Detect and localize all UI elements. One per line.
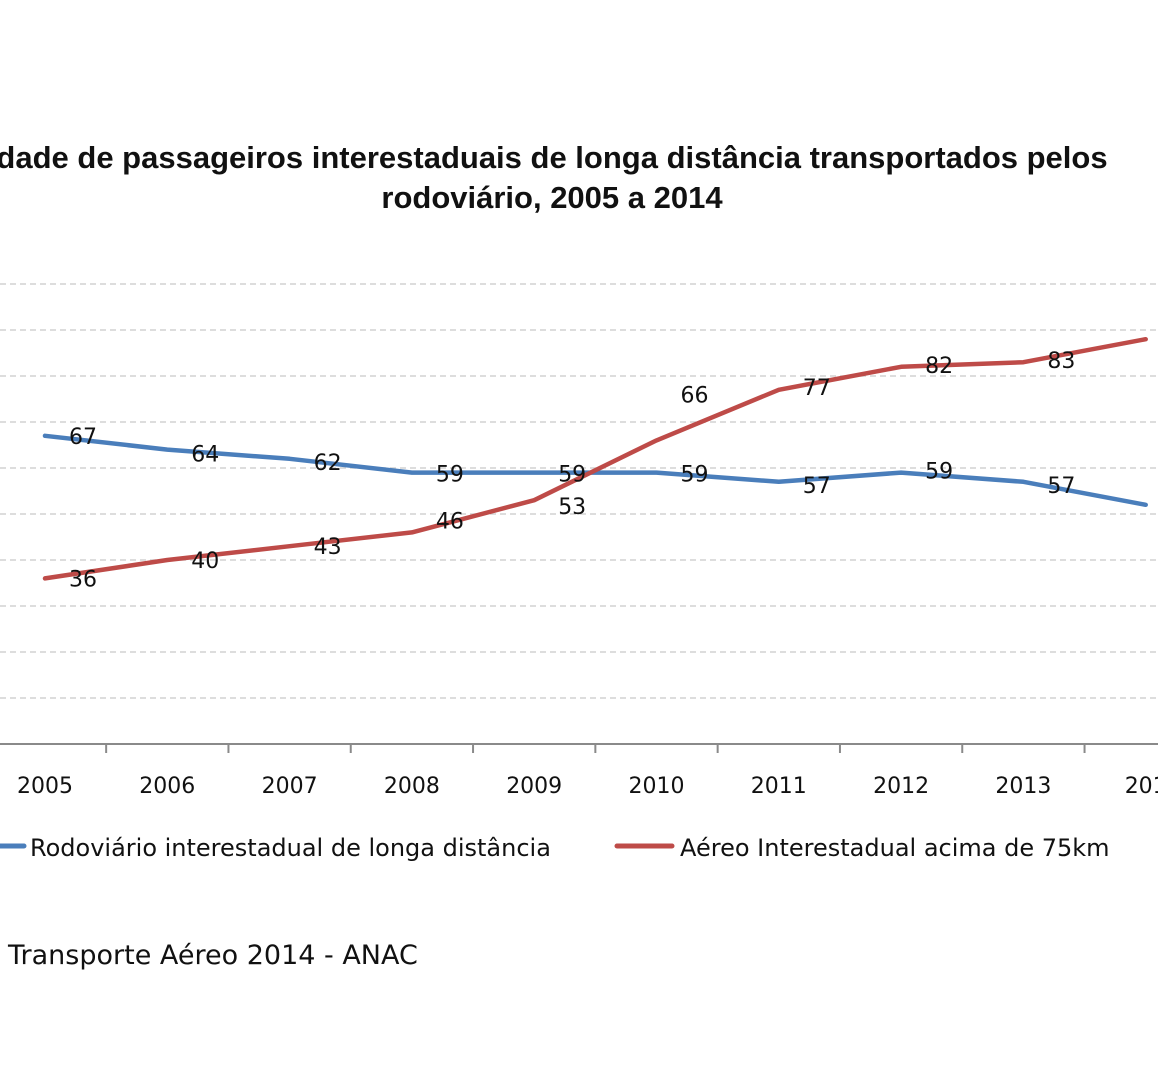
x-tick-label: 2010	[629, 774, 685, 799]
data-label: 36	[69, 567, 97, 592]
data-label: 77	[803, 376, 831, 401]
data-label: 40	[191, 549, 219, 574]
chart-title: dade de passageiros interestaduais de lo…	[0, 140, 1108, 215]
data-label: 83	[1047, 349, 1075, 374]
x-tick-label: 2008	[384, 774, 440, 799]
data-label: 59	[925, 460, 953, 485]
data-label: 59	[558, 463, 586, 488]
x-tick-label: 2005	[17, 774, 73, 799]
data-label: 57	[803, 474, 831, 499]
x-tick-label: 2011	[751, 774, 807, 799]
data-label: 43	[314, 535, 342, 560]
source-note: Transporte Aéreo 2014 - ANAC	[7, 940, 418, 971]
gridlines	[0, 283, 1158, 699]
data-label: 46	[436, 509, 464, 534]
chart-title-line-1: dade de passageiros interestaduais de lo…	[0, 140, 1108, 175]
series-lines	[42, 336, 1148, 581]
x-axis-ticks	[105, 744, 1086, 753]
legend-label-aereo: Aéreo Interestadual acima de 75km	[680, 834, 1110, 862]
x-tick-label: 2013	[995, 774, 1051, 799]
x-tick-label: 2009	[506, 774, 562, 799]
chart-title-line-2: rodoviário, 2005 a 2014	[381, 180, 723, 215]
data-label: 64	[191, 443, 219, 468]
x-tick-label: 2012	[873, 774, 929, 799]
data-label: 53	[558, 495, 586, 520]
x-axis-labels: 2005 2006 2007 2008 2009 2010 2011 2012 2013 201	[17, 774, 1158, 799]
data-label: 62	[314, 451, 342, 476]
legend: Rodoviário interestadual de longa distân…	[0, 834, 1110, 862]
data-label: 57	[1047, 474, 1075, 499]
data-label: 66	[681, 383, 709, 408]
data-label: 67	[69, 425, 97, 450]
series-line-aereo	[42, 336, 1148, 581]
data-label: 59	[681, 463, 709, 488]
x-tick-label: 2007	[262, 774, 318, 799]
data-label: 82	[925, 354, 953, 379]
legend-label-rodoviario: Rodoviário interestadual de longa distân…	[30, 834, 551, 862]
data-labels: 67 64 62 59 59 59 57 59 57 36 40 43 46 53 66 77 82 83	[69, 349, 1075, 592]
x-tick-label: 2006	[139, 774, 195, 799]
x-tick-label: 201	[1125, 774, 1158, 799]
data-label: 59	[436, 463, 464, 488]
